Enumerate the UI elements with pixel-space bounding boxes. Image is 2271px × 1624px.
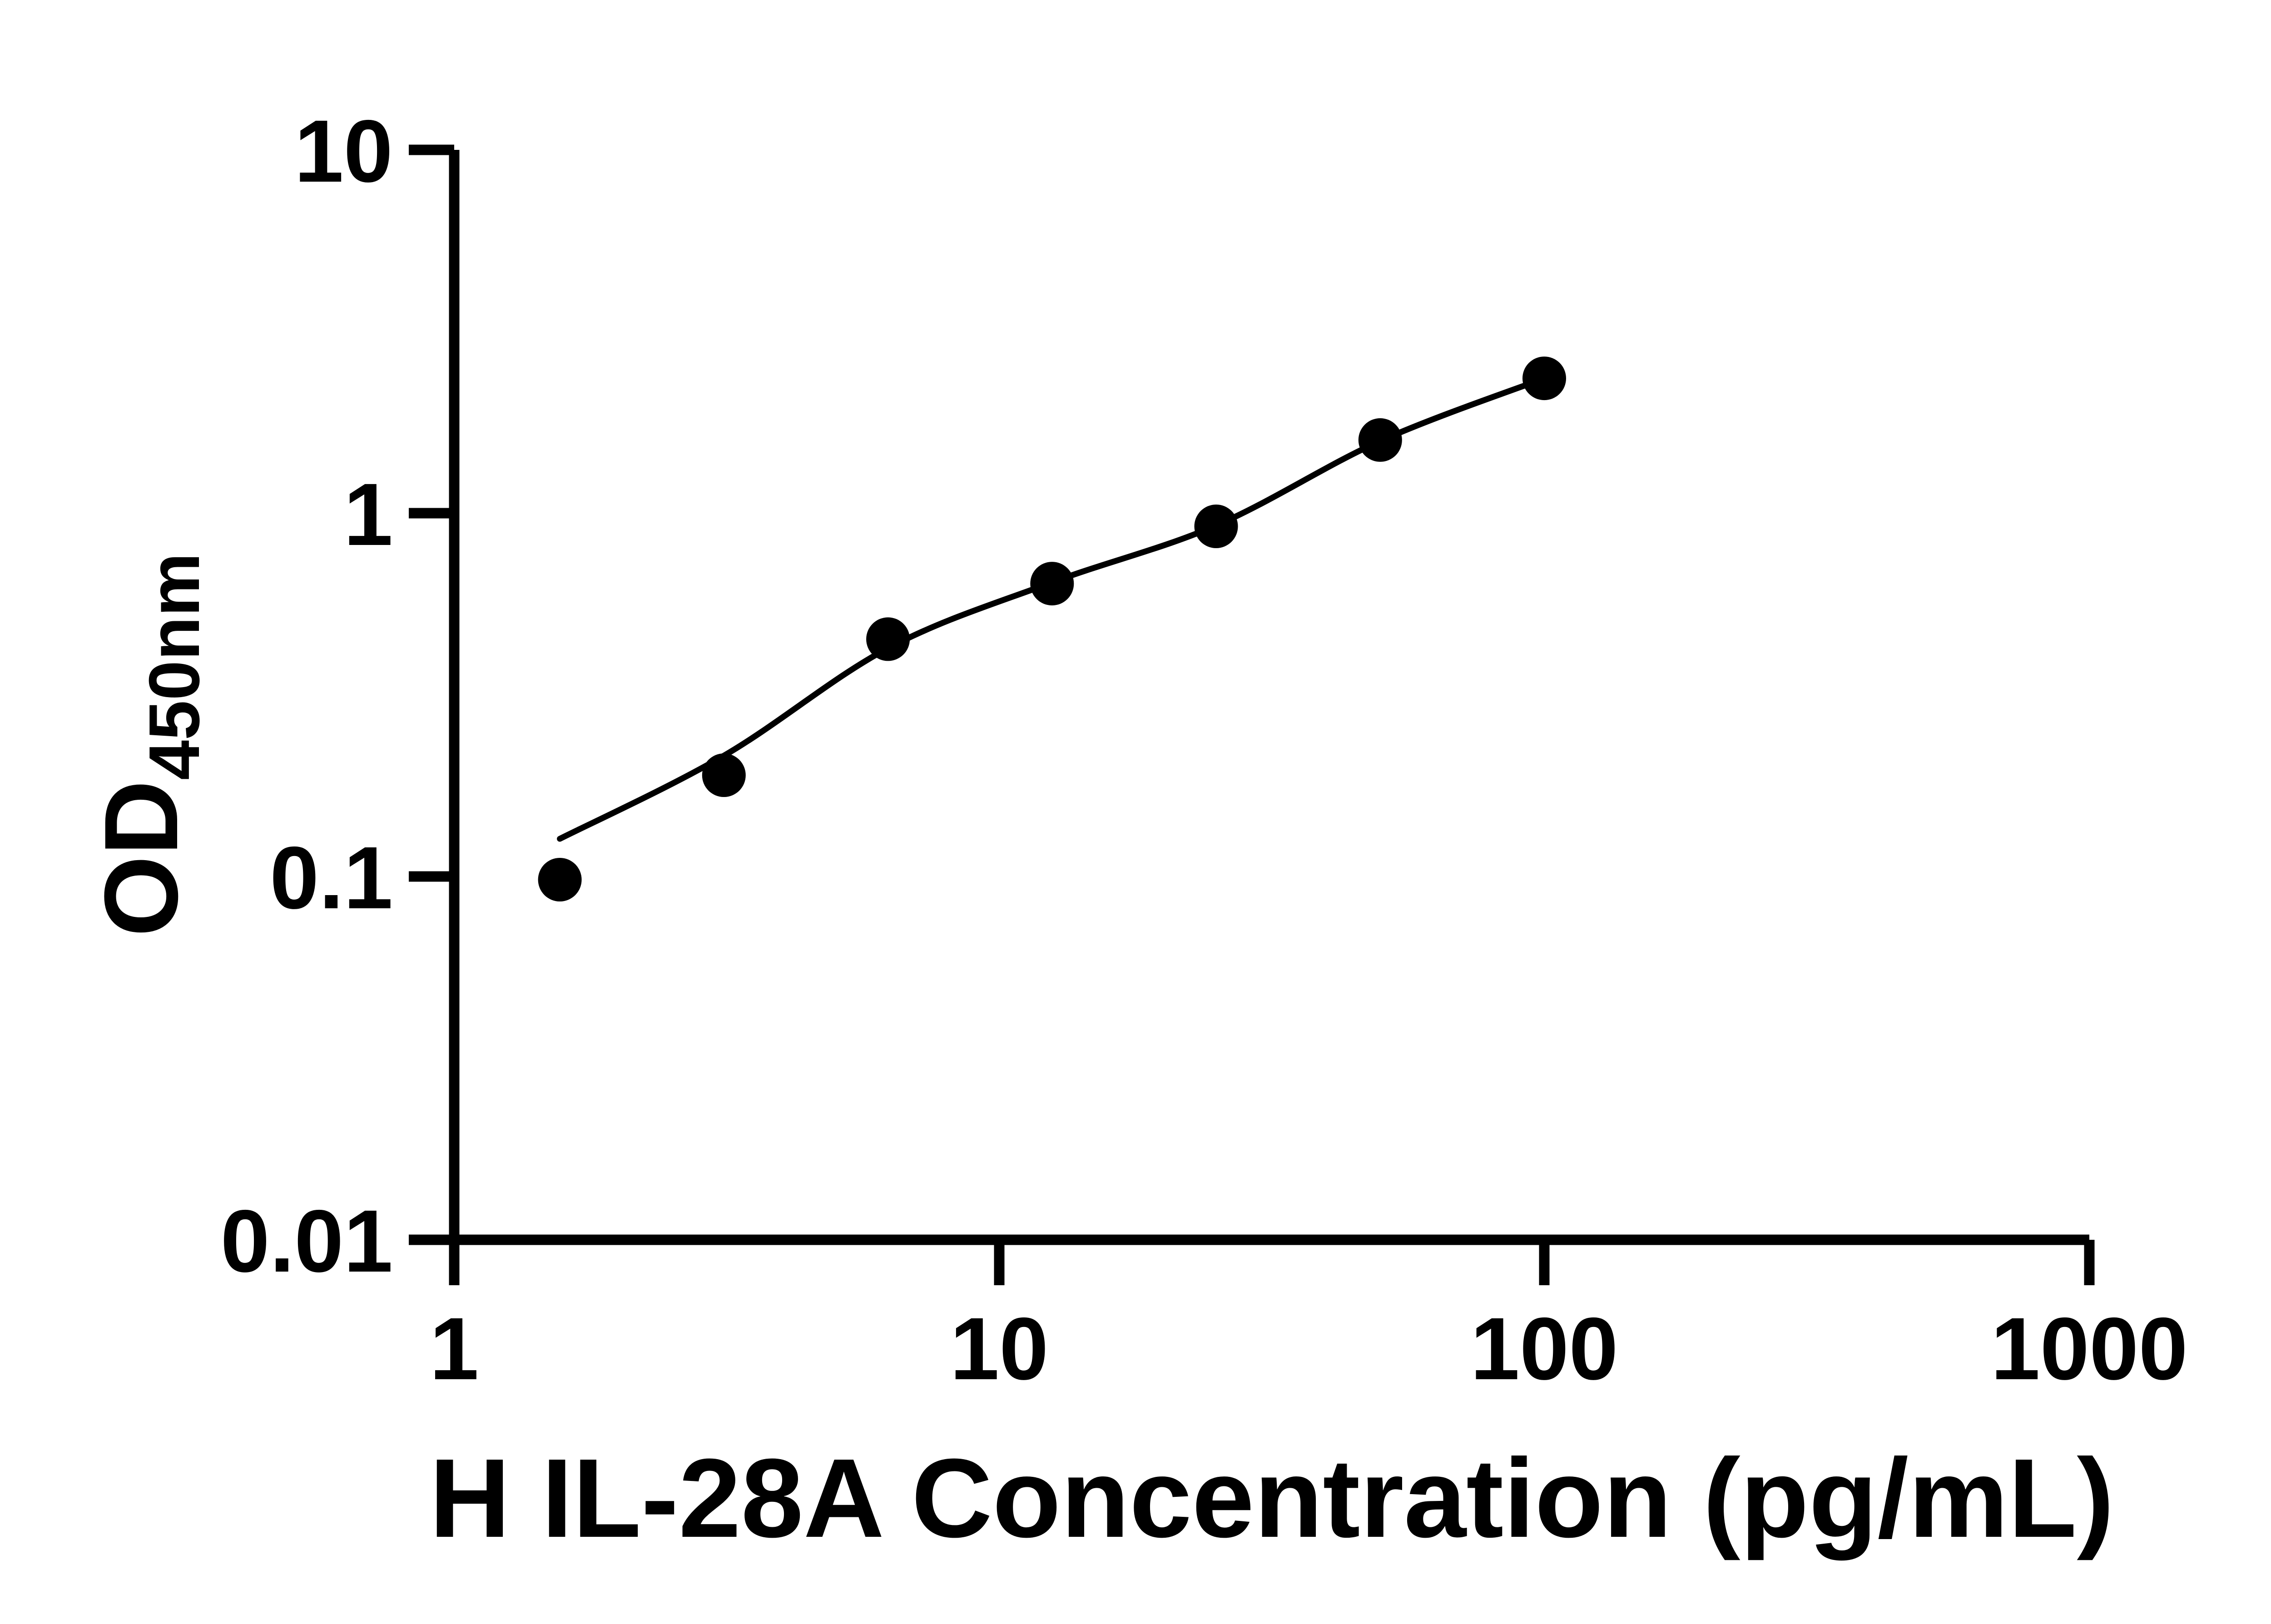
data-point-marker (538, 858, 582, 901)
y-axis-tick-label: 0.01 (220, 1192, 393, 1291)
data-point-marker (1358, 418, 1402, 462)
y-axis-title: OD450nm (83, 553, 214, 937)
data-point-marker (1194, 505, 1238, 548)
y-axis-tick-label: 1 (344, 465, 393, 564)
data-point-marker (702, 753, 746, 797)
data-point-marker (1522, 356, 1566, 401)
x-axis-tick-label: 1000 (1991, 1299, 2188, 1398)
data-point-marker (866, 617, 910, 661)
x-axis-tick-label: 10 (950, 1299, 1049, 1398)
y-axis-title-subscript: 450nm (134, 553, 214, 780)
x-axis-title: H IL-28A Concentration (pg/mL) (429, 1436, 2114, 1561)
y-axis-tick-label: 0.1 (270, 828, 393, 927)
data-point-marker (1030, 562, 1074, 606)
axis-frame (449, 150, 2089, 1245)
x-axis-tick-label: 1 (430, 1299, 479, 1398)
y-axis-tick-label: 10 (294, 102, 393, 201)
x-axis-tick-label: 100 (1470, 1299, 1618, 1398)
y-axis-title-main: OD (83, 780, 199, 937)
